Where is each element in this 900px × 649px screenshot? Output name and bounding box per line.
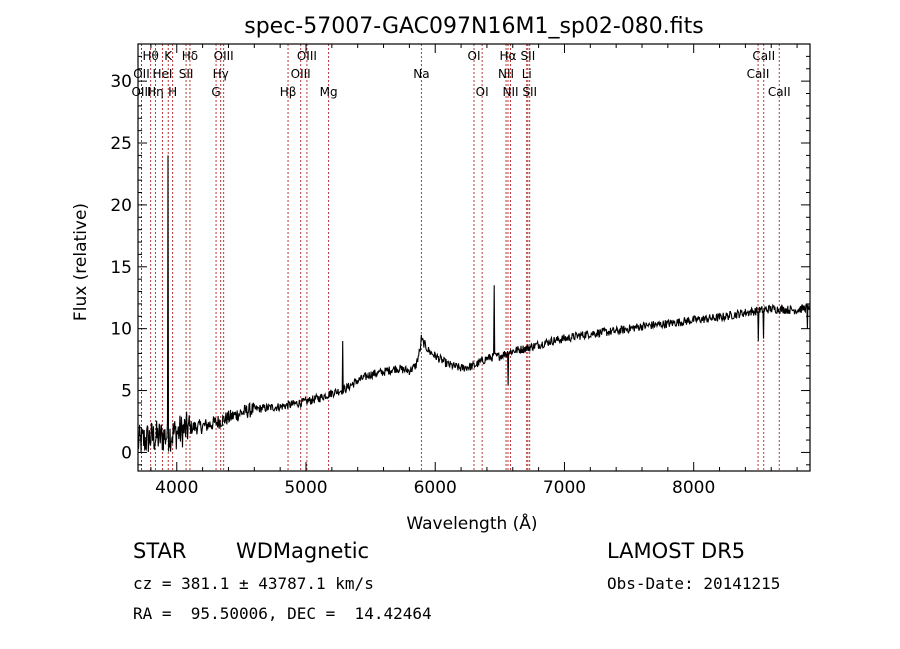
line-marker-label: SII — [179, 67, 194, 81]
line-marker-label: HeI — [152, 67, 172, 81]
line-marker-label: Li — [522, 67, 532, 81]
y-tick-label: 20 — [110, 196, 132, 216]
x-tick-label: 6000 — [414, 478, 457, 498]
x-tick-label: 8000 — [672, 478, 715, 498]
line-marker-label: Hγ — [213, 67, 229, 81]
y-tick-label: 15 — [110, 258, 132, 278]
line-marker-label: NII — [503, 85, 519, 99]
line-marker-label: OII — [133, 67, 150, 81]
survey-name: LAMOST DR5 — [607, 539, 746, 563]
line-marker-label: Na — [413, 67, 429, 81]
plot-frame — [137, 43, 811, 472]
y-tick-label: 25 — [110, 134, 132, 154]
line-marker-label: SII — [521, 49, 536, 63]
object-class: STAR — [133, 539, 187, 563]
coordinates: RA = 95.50006, DEC = 14.42464 — [133, 604, 432, 623]
line-marker-label: OIII — [297, 49, 317, 63]
line-marker-label: OIII — [291, 67, 311, 81]
line-marker-label: SII — [522, 85, 537, 99]
x-axis: 4000 5000 6000 7000 8000 — [150, 44, 798, 498]
line-marker-label: G — [211, 85, 220, 99]
line-marker-labels: Hθ K Hδ OIII OIII OI Hα SII CaII OII HeI SII Hγ OIII N… — [131, 49, 790, 99]
redshift-velocity: cz = 381.1 ± 43787.1 km/s — [133, 574, 374, 593]
line-marker-label: CaII — [747, 67, 770, 81]
line-marker-label: K — [164, 49, 173, 63]
line-marker-label: Hθ — [142, 49, 158, 63]
x-tick-label: 4000 — [155, 478, 198, 498]
y-tick-label: 5 — [121, 382, 132, 402]
line-marker-label: CaII — [752, 49, 775, 63]
line-marker-label: Hδ — [182, 49, 198, 63]
line-markers — [141, 44, 780, 471]
line-marker-label: Hα — [500, 49, 517, 63]
y-tick-label: 30 — [110, 72, 132, 92]
line-marker-label: Hβ — [280, 85, 297, 99]
y-axis-label: Flux (relative) — [71, 203, 91, 321]
line-marker-label: OI — [476, 85, 489, 99]
line-marker-label: OIII — [214, 49, 234, 63]
y-tick-label: 0 — [121, 443, 132, 463]
line-marker-label: Mg — [320, 85, 338, 99]
line-marker-label: H — [168, 85, 177, 99]
spectrum-line — [137, 155, 811, 453]
y-axis: 0 5 10 15 20 25 30 — [110, 55, 810, 466]
line-marker-label: CaII — [768, 85, 791, 99]
y-tick-label: 10 — [110, 320, 132, 340]
x-axis-label: Wavelength (Å) — [406, 512, 537, 534]
object-subclass: WDMagnetic — [236, 539, 370, 563]
line-marker-label: NII — [498, 67, 514, 81]
line-marker-label: OI — [468, 49, 481, 63]
x-tick-label: 5000 — [284, 478, 327, 498]
line-marker-label: OIII — [131, 85, 151, 99]
x-tick-label: 7000 — [543, 478, 586, 498]
chart-title: spec-57007-GAC097N16M1_sp02-080.fits — [244, 14, 704, 39]
observation-date: Obs-Date: 20141215 — [607, 574, 781, 593]
line-marker-label: Hη — [147, 85, 164, 99]
